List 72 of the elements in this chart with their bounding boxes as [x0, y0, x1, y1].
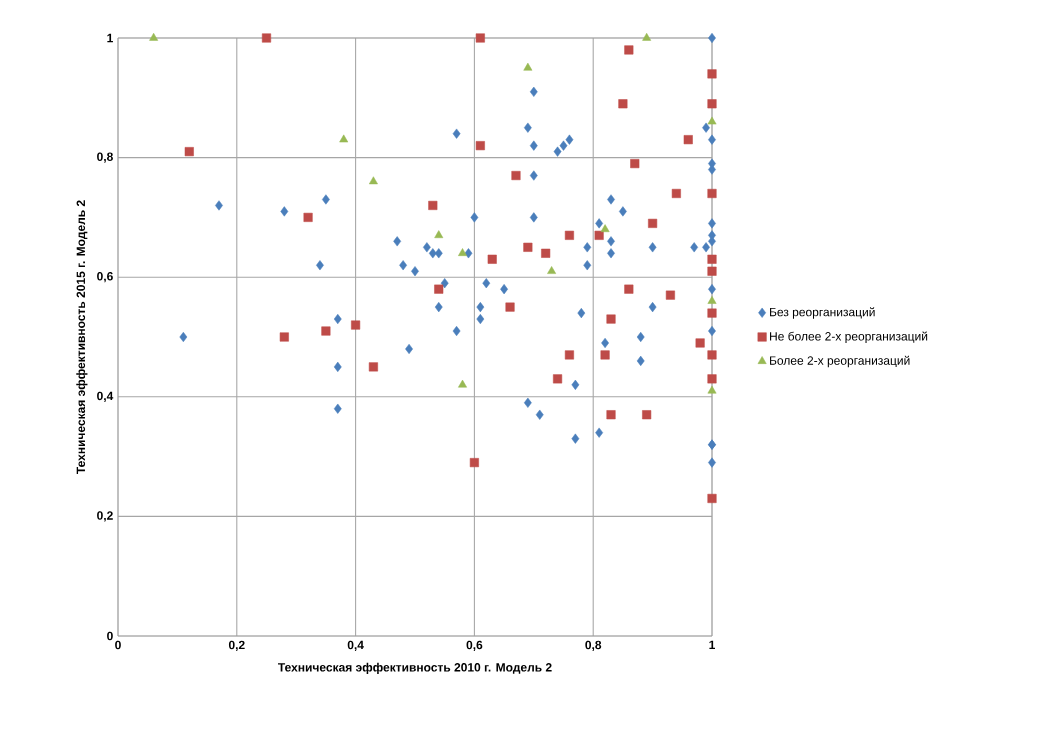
legend-label: Не более 2-х реорганизаций	[770, 331, 928, 343]
point	[261, 33, 272, 43]
point	[475, 141, 485, 151]
point	[695, 338, 705, 348]
point	[606, 410, 616, 420]
x-tick-label: 0,2	[228, 640, 245, 651]
point	[279, 332, 289, 342]
point	[475, 33, 485, 43]
point	[368, 362, 378, 372]
point	[624, 284, 634, 294]
point	[671, 188, 681, 199]
point	[683, 135, 693, 145]
point	[434, 284, 444, 294]
point	[594, 230, 604, 240]
legend-label: Без реорганизаций	[770, 307, 875, 319]
point	[368, 176, 378, 185]
point	[600, 224, 610, 233]
point	[428, 200, 438, 210]
point	[339, 134, 349, 143]
point	[624, 45, 634, 55]
x-tick-label: 0,8	[585, 640, 602, 651]
point	[523, 62, 533, 71]
point	[707, 308, 717, 318]
point	[707, 69, 717, 79]
y-tick-label: 0,8	[97, 152, 113, 163]
x-tick-label: 0,6	[466, 640, 483, 651]
x-axis-title: Техническая эффективность 2010 г. Модель 2	[278, 662, 552, 674]
x-tick-label: 0	[115, 640, 121, 650]
point	[707, 374, 717, 384]
point	[648, 218, 658, 228]
y-tick-label: 0,4	[97, 391, 114, 402]
point	[642, 410, 652, 420]
point	[523, 242, 533, 252]
point	[458, 379, 467, 388]
point	[511, 171, 521, 181]
point	[564, 230, 574, 240]
point	[149, 32, 159, 41]
y-tick-label: 0,2	[97, 511, 113, 522]
point	[707, 385, 717, 394]
point	[547, 266, 557, 274]
point	[707, 296, 717, 304]
point	[184, 147, 194, 157]
point	[541, 248, 551, 258]
point	[553, 374, 563, 384]
y-axis-title: Техническая эффективность 2015 г. Модель 2	[76, 200, 88, 474]
y-tick-label: 0	[107, 631, 113, 641]
point	[469, 458, 479, 468]
point	[351, 320, 361, 330]
point	[618, 99, 628, 109]
point	[564, 350, 574, 360]
y-tick-label: 1	[107, 33, 113, 43]
point	[606, 314, 616, 324]
y-tick-label: 0,6	[97, 272, 113, 283]
point	[707, 350, 717, 360]
point	[434, 230, 444, 239]
point	[487, 254, 497, 264]
point	[630, 159, 640, 169]
point	[321, 326, 331, 336]
x-tick-label: 0,4	[347, 640, 364, 651]
x-tick-label: 1	[709, 640, 715, 649]
point	[707, 116, 717, 125]
point	[707, 188, 717, 199]
legend-label: Более 2-х реорганизаций	[770, 355, 910, 368]
point	[707, 266, 717, 276]
point	[707, 254, 717, 264]
point	[600, 350, 610, 360]
point	[303, 212, 313, 222]
point	[707, 99, 717, 109]
point	[665, 290, 675, 300]
point	[707, 493, 717, 503]
point	[505, 302, 515, 312]
point	[642, 32, 652, 41]
